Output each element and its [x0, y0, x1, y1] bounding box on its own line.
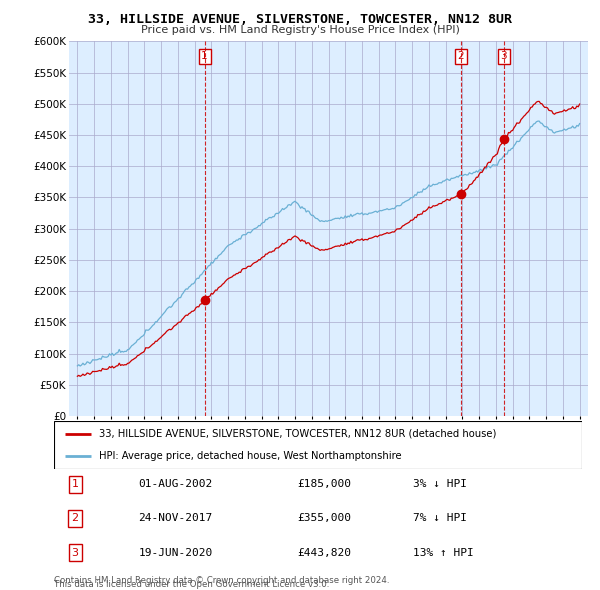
Text: £443,820: £443,820 [297, 548, 351, 558]
Text: 7% ↓ HPI: 7% ↓ HPI [413, 513, 467, 523]
Text: 1: 1 [201, 51, 208, 61]
Text: 2: 2 [71, 513, 79, 523]
Text: 01-AUG-2002: 01-AUG-2002 [139, 480, 213, 489]
Text: 3: 3 [71, 548, 79, 558]
Text: 1: 1 [71, 480, 79, 489]
Text: Contains HM Land Registry data © Crown copyright and database right 2024.: Contains HM Land Registry data © Crown c… [54, 576, 389, 585]
Text: 19-JUN-2020: 19-JUN-2020 [139, 548, 213, 558]
Text: 3: 3 [500, 51, 507, 61]
Text: HPI: Average price, detached house, West Northamptonshire: HPI: Average price, detached house, West… [99, 451, 401, 461]
Text: £185,000: £185,000 [297, 480, 351, 489]
Text: 3% ↓ HPI: 3% ↓ HPI [413, 480, 467, 489]
Text: £355,000: £355,000 [297, 513, 351, 523]
Text: 33, HILLSIDE AVENUE, SILVERSTONE, TOWCESTER, NN12 8UR (detached house): 33, HILLSIDE AVENUE, SILVERSTONE, TOWCES… [99, 429, 496, 439]
Text: Price paid vs. HM Land Registry's House Price Index (HPI): Price paid vs. HM Land Registry's House … [140, 25, 460, 35]
Text: This data is licensed under the Open Government Licence v3.0.: This data is licensed under the Open Gov… [54, 579, 329, 589]
Text: 24-NOV-2017: 24-NOV-2017 [139, 513, 213, 523]
Text: 2: 2 [457, 51, 464, 61]
Text: 33, HILLSIDE AVENUE, SILVERSTONE, TOWCESTER, NN12 8UR: 33, HILLSIDE AVENUE, SILVERSTONE, TOWCES… [88, 13, 512, 26]
Text: 13% ↑ HPI: 13% ↑ HPI [413, 548, 474, 558]
